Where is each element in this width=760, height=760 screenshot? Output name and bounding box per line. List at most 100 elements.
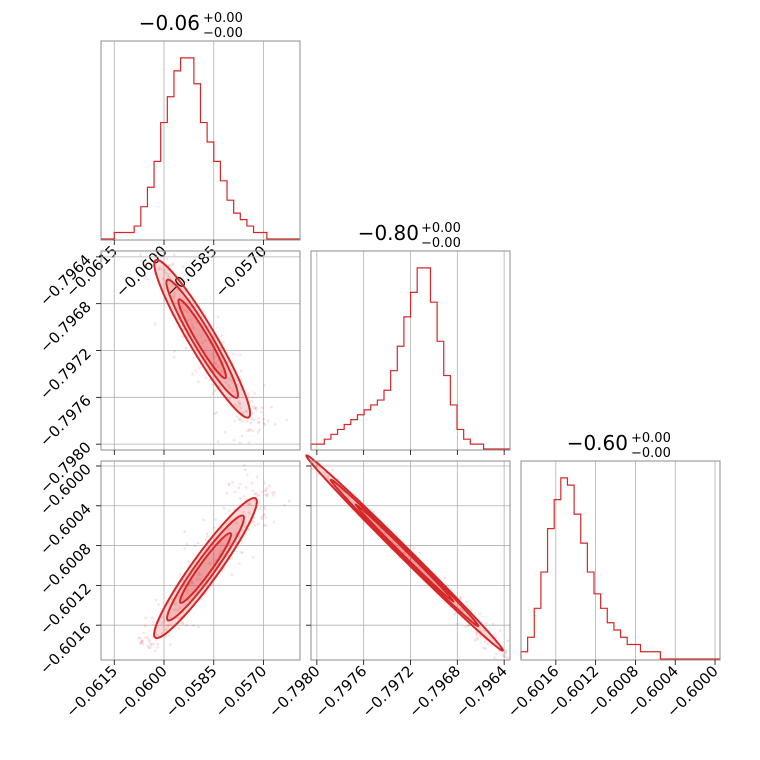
scatter-point	[173, 291, 176, 295]
scatter-point	[256, 522, 260, 526]
scatter-point	[234, 531, 238, 535]
scatter-point	[244, 486, 248, 489]
scatter-point	[160, 621, 164, 625]
scatter-point	[250, 400, 254, 403]
scatter-point	[194, 369, 198, 373]
scatter-point	[260, 517, 264, 521]
scatter-point	[190, 323, 194, 326]
histogram-step	[101, 57, 300, 240]
scatter-point	[223, 430, 227, 434]
scatter-point	[176, 616, 180, 620]
scatter-point	[247, 511, 251, 515]
scatter-point	[257, 416, 261, 420]
scatter-point	[498, 629, 502, 632]
contour-level-3	[178, 299, 227, 379]
scatter-point	[137, 636, 141, 640]
scatter-point	[157, 268, 161, 271]
scatter-point	[246, 429, 250, 432]
scatter-point	[412, 546, 416, 550]
scatter-point	[227, 528, 230, 531]
title-p0: −0.06 +0.00 −0.00	[139, 11, 243, 41]
contour-line-1	[153, 496, 258, 640]
scatter-point	[263, 481, 267, 485]
scatter-point	[232, 438, 236, 442]
panels: −0.0615−0.0600−0.0585−0.0570 −0.6016−0.60…	[36, 40, 722, 721]
scatter-point	[230, 573, 234, 576]
scatter-point	[233, 403, 237, 407]
scatter-point	[409, 544, 412, 548]
scatter-point	[139, 642, 143, 645]
scatter-point	[163, 251, 166, 255]
scatter-point	[218, 552, 222, 556]
scatter-point	[249, 503, 252, 506]
scatter-point	[263, 505, 267, 508]
scatter-point	[283, 503, 286, 507]
scatter-point	[185, 623, 189, 627]
scatter-point	[243, 468, 247, 472]
scatter-point	[272, 520, 276, 524]
scatter-point	[207, 561, 211, 565]
title-p0-value: −0.06	[139, 11, 200, 35]
grid	[311, 461, 510, 660]
hist-p0: −0.0615−0.0600−0.0585−0.0570	[62, 40, 301, 301]
scatter-point	[476, 638, 480, 641]
scatter-point	[216, 440, 220, 444]
scatter-point	[395, 533, 399, 537]
scatter-point	[172, 295, 176, 299]
scatter-point	[148, 640, 151, 643]
scatter-point	[211, 392, 215, 395]
panel-frame	[100, 40, 301, 241]
scatter-point	[265, 494, 269, 498]
grid	[101, 251, 300, 450]
scatter-point	[459, 595, 462, 599]
contour-line-2	[165, 278, 240, 399]
scatter-point	[241, 411, 245, 415]
scatter-point	[260, 515, 264, 519]
scatter-point	[157, 266, 161, 270]
scatter-point	[205, 535, 209, 538]
scatter-point	[169, 643, 172, 646]
scatter-point	[163, 269, 167, 272]
scatter-point	[467, 624, 471, 627]
scatter-point	[204, 338, 207, 342]
scatter-point	[239, 406, 243, 410]
scatter-point	[222, 340, 226, 344]
scatter-point	[186, 588, 190, 592]
scatter-point	[227, 383, 230, 387]
scatter-point	[225, 522, 228, 526]
scatter-point	[184, 346, 188, 350]
scatter-point	[243, 525, 247, 528]
scatter-point	[220, 334, 224, 338]
scatter-point	[238, 401, 241, 405]
scatter-point	[234, 392, 238, 396]
scatter-point	[238, 482, 242, 486]
scatter-point	[254, 409, 258, 413]
scatter-point	[144, 636, 147, 639]
scatter-point	[233, 490, 237, 494]
scatter-point	[478, 633, 482, 637]
scatter-point	[246, 473, 249, 477]
scatter-point	[249, 428, 252, 432]
scatter-point	[237, 486, 241, 490]
scatter-point	[214, 518, 218, 521]
scatter-point	[226, 361, 230, 364]
scatter-point	[251, 411, 255, 415]
scatter-point	[161, 616, 165, 620]
title-p0-minus: −0.00	[203, 26, 243, 41]
contour-line-2	[166, 514, 245, 622]
scatter-point	[238, 353, 242, 357]
scatter-point	[475, 631, 479, 635]
scatter-point	[147, 646, 151, 650]
scatter-point	[252, 498, 256, 502]
scatter-point	[249, 421, 253, 425]
scatter-point	[231, 389, 235, 393]
scatter-point	[237, 400, 241, 403]
scatter-point	[147, 638, 151, 641]
scatter-point	[222, 506, 226, 510]
scatter-point	[172, 253, 176, 257]
scatter-point	[263, 423, 267, 426]
scatter-point	[253, 524, 257, 527]
scatter-point	[146, 636, 150, 640]
scatter-point	[501, 653, 505, 657]
scatter-point	[145, 266, 149, 270]
